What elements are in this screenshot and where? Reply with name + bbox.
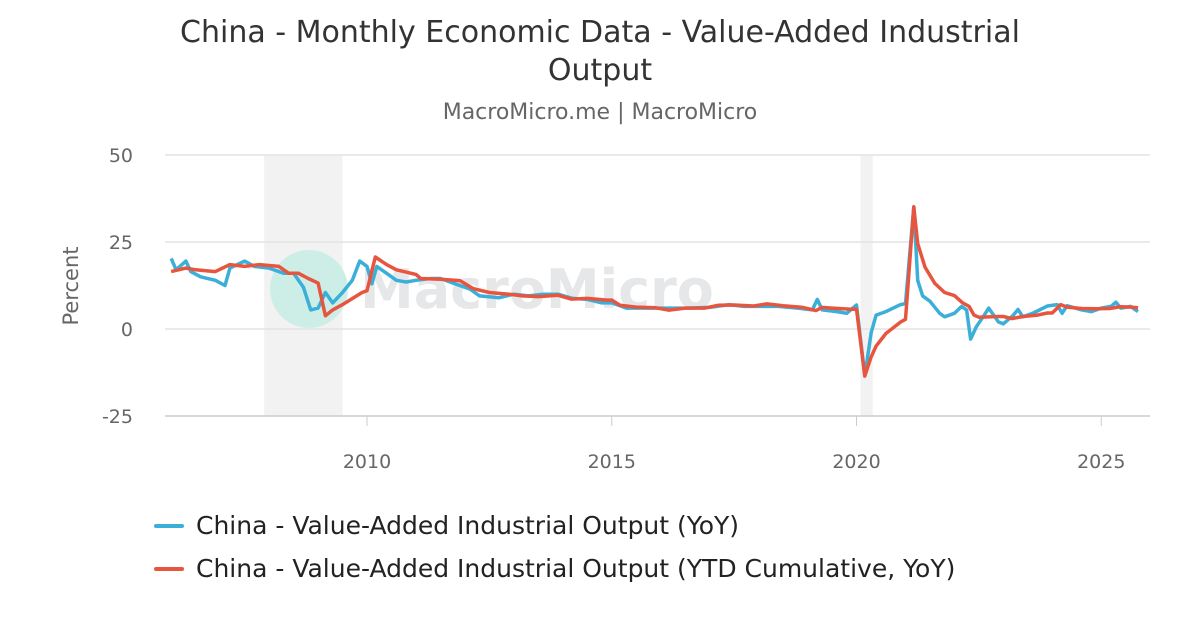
watermark-logo [270,250,348,328]
chart-title: China - Monthly Economic Data - Value-Ad… [180,15,1020,88]
y-tick-label: -25 [102,406,133,428]
y-tick-label: 25 [109,232,133,254]
y-tick-label: 0 [121,319,133,341]
legend-swatch-yoy [154,523,184,528]
x-tick-label: 2025 [1077,451,1125,473]
legend-label-yoy: China - Value-Added Industrial Output (Y… [196,511,740,540]
legend-label-ytd: China - Value-Added Industrial Output (Y… [196,554,956,583]
x-tick-label: 2010 [343,451,391,473]
series-line-ytd [170,205,1139,378]
chart-subtitle: MacroMicro.me | MacroMicro [442,100,758,125]
y-tick-label: 50 [109,145,133,167]
legend-swatch-ytd [154,566,184,571]
legend-item-yoy[interactable]: China - Value-Added Industrial Output (Y… [154,511,739,540]
legend-item-ytd[interactable]: China - Value-Added Industrial Output (Y… [154,554,955,583]
y-axis-label: Percent [59,246,83,325]
x-tick-label: 2015 [588,451,636,473]
watermark-text: MacroMicro [360,258,714,321]
x-tick-label: 2020 [832,451,880,473]
recession-band [860,155,873,416]
